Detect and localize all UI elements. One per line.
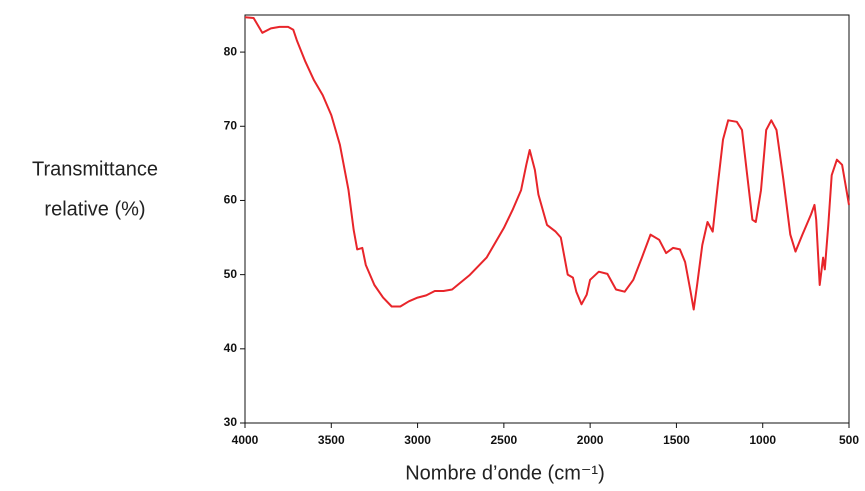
y-tick-label: 70 <box>224 118 238 132</box>
y-tick-label: 40 <box>224 341 238 355</box>
x-tick-label: 3500 <box>318 433 345 447</box>
x-tick-label: 3000 <box>404 433 431 447</box>
y-axis-label: relative (%) <box>44 198 145 220</box>
y-tick-label: 80 <box>224 44 238 58</box>
x-tick-label: 4000 <box>232 433 259 447</box>
x-axis-label: Nombre d’onde (cm⁻¹) <box>405 462 605 484</box>
x-tick-label: 1500 <box>663 433 690 447</box>
y-tick-label: 50 <box>224 267 238 281</box>
x-tick-label: 500 <box>839 433 859 447</box>
y-tick-label: 30 <box>224 415 238 429</box>
x-tick-label: 2000 <box>577 433 604 447</box>
plot-frame <box>244 14 850 424</box>
y-tick-label: 60 <box>224 193 238 207</box>
y-axis-label: Transmittance <box>32 158 158 180</box>
x-tick-label: 2500 <box>491 433 518 447</box>
x-tick-label: 1000 <box>749 433 776 447</box>
spectrum-line <box>244 16 850 311</box>
